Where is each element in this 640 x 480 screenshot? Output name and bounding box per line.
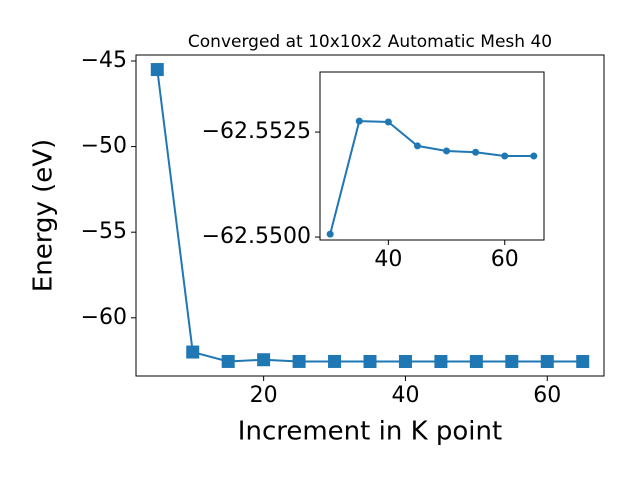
x-tick-label: 40 xyxy=(374,247,402,272)
marker xyxy=(472,148,480,156)
y-tick-label: −62.5525 xyxy=(202,119,311,144)
marker xyxy=(413,142,421,150)
marker xyxy=(221,354,235,368)
y-axis-label: Energy (eV) xyxy=(29,139,59,292)
marker xyxy=(443,147,451,155)
marker xyxy=(469,354,483,368)
chart-title: Converged at 10x10x2 Automatic Mesh 40 xyxy=(188,32,552,52)
marker xyxy=(505,354,519,368)
x-tick-label: 40 xyxy=(391,383,419,408)
marker xyxy=(398,354,412,368)
y-tick-label: −62.5500 xyxy=(202,224,311,249)
marker xyxy=(150,63,164,77)
marker xyxy=(257,353,271,367)
marker xyxy=(576,354,590,368)
marker xyxy=(540,354,554,368)
y-tick-label: −50 xyxy=(81,134,127,159)
marker xyxy=(292,354,306,368)
marker xyxy=(530,152,538,160)
marker xyxy=(363,354,377,368)
marker xyxy=(434,354,448,368)
marker xyxy=(501,152,509,160)
line xyxy=(329,120,534,235)
x-tick-label: 20 xyxy=(250,383,278,408)
x-tick-label: 60 xyxy=(491,247,519,272)
marker xyxy=(384,118,392,126)
x-axis-label: Increment in K point xyxy=(238,417,502,447)
marker xyxy=(326,230,334,238)
y-tick-label: −55 xyxy=(81,219,127,244)
x-tick-label: 60 xyxy=(533,383,561,408)
marker xyxy=(355,117,363,125)
y-tick-label: −60 xyxy=(81,305,127,330)
y-tick-label: −45 xyxy=(81,48,127,73)
marker xyxy=(186,345,200,359)
marker xyxy=(328,354,342,368)
